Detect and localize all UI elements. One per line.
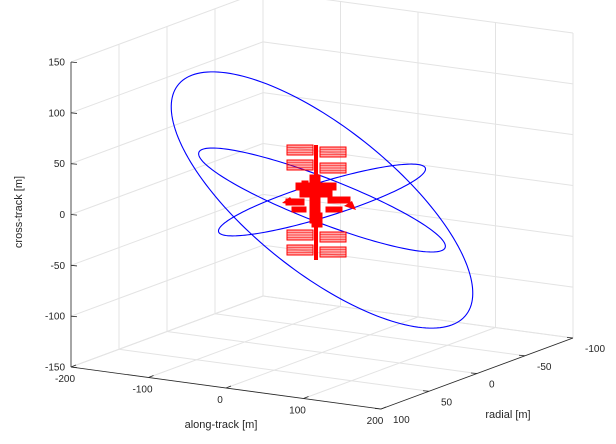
along-track-tick [70,364,77,368]
along-track-tick [303,396,309,399]
cross-track-tick [70,264,78,267]
along-track-axis-label: along-track [m] [185,419,258,431]
along-track-tick [148,375,154,378]
radial-tick [470,372,478,374]
station-module [301,180,309,192]
back-wall-grid-cross [325,0,574,34]
back-wall-grid-cross [262,295,574,339]
radial-tick-label: -50 [537,362,552,373]
along-track-tick-label: 200 [367,416,384,427]
along-track-tick-label: 100 [289,406,306,417]
cross-track-tick-label: 150 [48,58,65,69]
back-wall-grid-cross [262,41,574,85]
floor-grid-radial [214,313,526,357]
left-wall-grid-cross [70,295,264,368]
station-radiator [282,197,296,205]
radial-tick-label: -100 [585,344,605,355]
along-track-tick-label: 0 [217,395,223,406]
station-module [311,212,323,228]
radial-tick-label: 0 [489,380,495,391]
left-wall-grid-cross [70,244,264,317]
along-track-tick [380,406,387,410]
radial-tick-label: 100 [393,415,410,426]
tick-labels: -150 -100 -50 0 50 100 150 -200 -100 0 100 200 -100 -… [45,58,605,428]
cross-track-tick-label: -150 [45,363,65,374]
left-wall-grid-cross [70,92,264,165]
station-module [327,196,351,204]
orbit-ellipse-3 [170,71,474,329]
cross-track-tick [70,61,78,63]
cross-track-tick [70,315,78,318]
station-radiator [344,201,356,210]
cross-track-axis-label: cross-track [m] [13,176,25,248]
cross-track-tick [70,214,78,216]
cross-track-tick-label: -100 [45,312,65,323]
radial-tick [518,354,526,357]
cross-track-tick-label: -50 [51,261,66,272]
left-wall-grid-cross [70,0,241,63]
radial-tick-label: 50 [441,397,453,408]
floor-grid-radial [166,331,478,374]
back-wall-grid-cross [262,92,574,136]
cross-track-tick-label: 50 [54,159,66,170]
left-wall-grid-cross [70,193,264,266]
radial-tick [374,408,382,410]
station-model [282,144,356,260]
cross-track-tick [70,112,78,114]
cross-track-tick-label: 0 [59,210,65,221]
axes-edges [70,61,574,410]
station-module [325,206,343,213]
along-track-tick-label: -100 [132,385,152,396]
cross-track-tick [70,163,78,165]
left-wall-grid-cross [70,41,264,114]
orbit-ellipses [170,71,474,329]
radial-tick [566,337,574,339]
radial-axis-label: radial [m] [485,409,530,421]
cross-track-tick-label: 100 [48,108,65,119]
station-module [291,206,307,213]
along-track-tick [225,385,232,389]
left-wall-grid-cross [70,143,264,215]
orbit-ellipse-2 [198,147,446,253]
cross-track-tick [70,366,78,368]
along-track-tick-label: -200 [55,374,75,385]
orbit-ellipse-1 [217,163,427,237]
radial-tick [422,390,430,392]
floor-grid-radial [118,348,430,392]
